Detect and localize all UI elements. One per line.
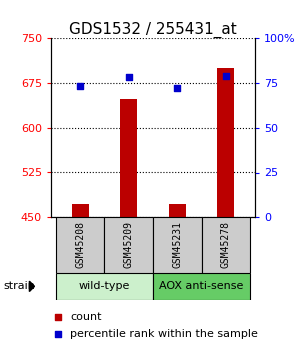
Bar (104, 217, 153, 273)
Point (175, 86, 180, 91)
Text: GSM45209: GSM45209 (124, 221, 134, 268)
Bar (120, 99, 137, 217)
Point (126, 75, 131, 80)
Text: count: count (70, 312, 102, 322)
Text: strain: strain (3, 282, 35, 291)
Point (224, 73, 228, 78)
Bar (202, 217, 250, 273)
Bar (218, 68, 234, 217)
Text: GSM45208: GSM45208 (75, 221, 85, 268)
Bar (153, 217, 202, 273)
Bar (72, 204, 88, 217)
Text: wild-type: wild-type (79, 282, 130, 291)
Point (56, 331, 61, 337)
Point (78, 83, 82, 89)
Text: percentile rank within the sample: percentile rank within the sample (70, 329, 258, 339)
Bar (153, 273, 250, 300)
Polygon shape (29, 281, 34, 292)
Text: GSM45231: GSM45231 (172, 221, 182, 268)
Title: GDS1532 / 255431_at: GDS1532 / 255431_at (69, 22, 237, 38)
Bar (56, 217, 104, 273)
Point (56, 314, 61, 319)
Text: GSM45278: GSM45278 (221, 221, 231, 268)
Bar (169, 204, 186, 217)
Bar (56, 273, 153, 300)
Text: AOX anti-sense: AOX anti-sense (159, 282, 244, 291)
